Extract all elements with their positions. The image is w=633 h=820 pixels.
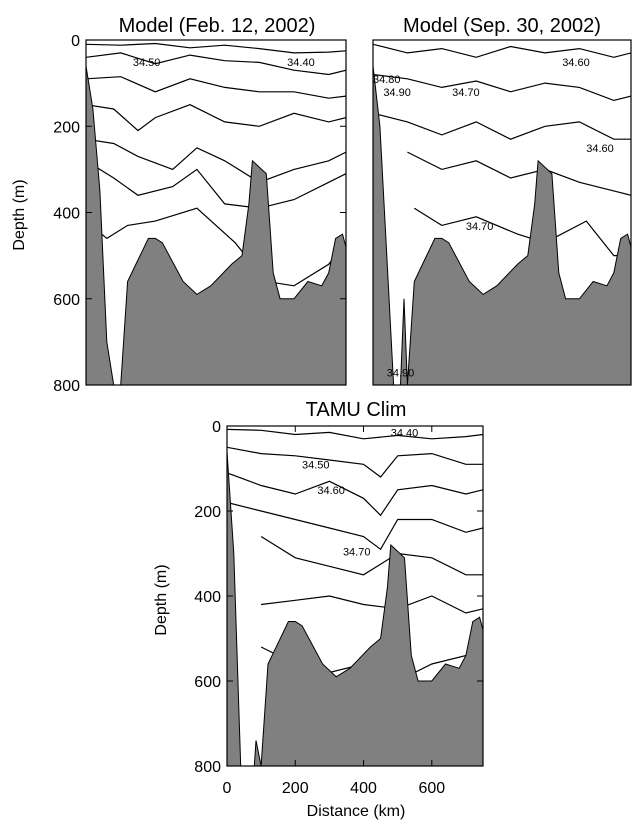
contour-label: 34.60 [317, 485, 345, 497]
panel-title: Model (Feb. 12, 2002) [119, 15, 316, 37]
panel-title: Model (Sep. 30, 2002) [403, 15, 601, 37]
contour-label: 34.50 [133, 57, 161, 69]
panel-tamu-clim: TAMU Clim Depth (m) Distance (km) 34.403… [153, 399, 484, 820]
contour-line [227, 428, 483, 440]
contour-line [373, 112, 631, 140]
y-tick-label: 600 [194, 674, 221, 691]
y-tick-label: 800 [53, 378, 80, 395]
y-tick-label: 800 [194, 759, 221, 776]
bathymetry [86, 65, 346, 385]
y-axis-label: Depth (m) [11, 179, 28, 250]
y-tick-label: 0 [212, 419, 221, 436]
x-tick-label: 600 [418, 780, 445, 797]
bathymetry [227, 451, 483, 766]
contour-line [86, 160, 346, 209]
contour-line [260, 535, 483, 576]
plot-area: 34.40 34.50 [86, 42, 346, 385]
contour-line [227, 501, 483, 551]
x-axis-label: Distance (km) [307, 803, 406, 820]
panel-title: TAMU Clim [306, 399, 407, 421]
contour-line [227, 472, 483, 517]
bathymetry [373, 65, 631, 385]
y-axis-label: Depth (m) [153, 564, 170, 635]
contour-line [86, 76, 346, 99]
contour-label: 34.90 [387, 367, 415, 379]
x-tick-label: 400 [350, 780, 377, 797]
plot-frame [372, 39, 632, 386]
contour-line [373, 43, 631, 58]
contour-label: 34.60 [586, 143, 614, 155]
contour-label: 34.40 [287, 57, 315, 69]
contour-label: 34.50 [302, 460, 330, 472]
plot-area: 34.40 34.50 34.60 34.70 [227, 428, 483, 766]
y-tick-label: 200 [53, 119, 80, 136]
y-tick-label: 600 [53, 292, 80, 309]
y-tick-label: 400 [194, 589, 221, 606]
contour-label: 34.80 [373, 74, 401, 86]
contour-label: 34.70 [466, 221, 494, 233]
contour-line [86, 207, 346, 287]
contour-line [261, 595, 483, 614]
contour-line [373, 73, 631, 102]
y-tick-label: 400 [53, 206, 80, 223]
panel-feb-2002: Model (Feb. 12, 2002) Depth (m) 34.4034.… [11, 15, 347, 395]
contour-line [86, 42, 346, 54]
contour-line [86, 138, 346, 183]
contour-line [86, 104, 346, 132]
contour-label: 34.90 [383, 87, 411, 99]
contour-label: 34.40 [391, 428, 419, 440]
x-tick-label: 0 [223, 780, 232, 797]
contour-line [86, 52, 346, 76]
contour-label: 34.70 [343, 547, 371, 559]
contour-label: 34.60 [562, 57, 590, 69]
contour-label: 34.70 [452, 87, 480, 99]
contour-line [407, 151, 631, 196]
x-tick-label: 200 [282, 780, 309, 797]
contour-line [227, 446, 483, 478]
y-tick-label: 0 [71, 33, 80, 50]
y-tick-label: 200 [194, 504, 221, 521]
